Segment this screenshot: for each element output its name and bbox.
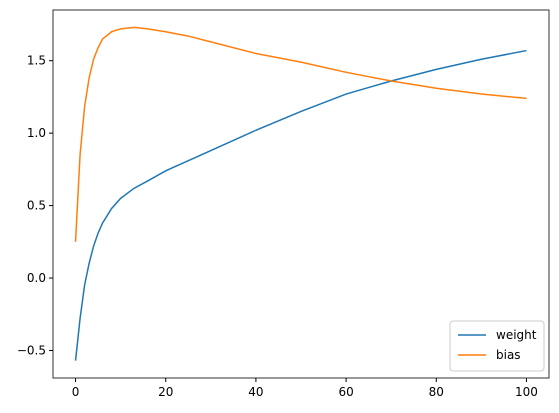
y-tick-label: 1.0 <box>27 126 46 140</box>
plot-frame <box>52 9 550 379</box>
legend-label: bias <box>496 348 521 362</box>
x-tick-label: 0 <box>72 385 80 399</box>
y-tick-label: 0.5 <box>27 199 46 213</box>
line-series <box>74 26 527 242</box>
x-tick-label: 40 <box>248 385 263 399</box>
legend-box <box>449 320 545 372</box>
y-tick-label: 1.5 <box>27 54 46 68</box>
legend-label: weight <box>496 328 537 342</box>
x-tick-label: 80 <box>429 385 444 399</box>
x-tick-label: 20 <box>158 385 173 399</box>
y-tick-label: 0.0 <box>27 271 46 285</box>
y-tick-label: −0.5 <box>17 343 46 357</box>
x-tick-label: 60 <box>338 385 353 399</box>
line-series <box>74 49 527 361</box>
x-tick-label: 100 <box>515 385 538 399</box>
